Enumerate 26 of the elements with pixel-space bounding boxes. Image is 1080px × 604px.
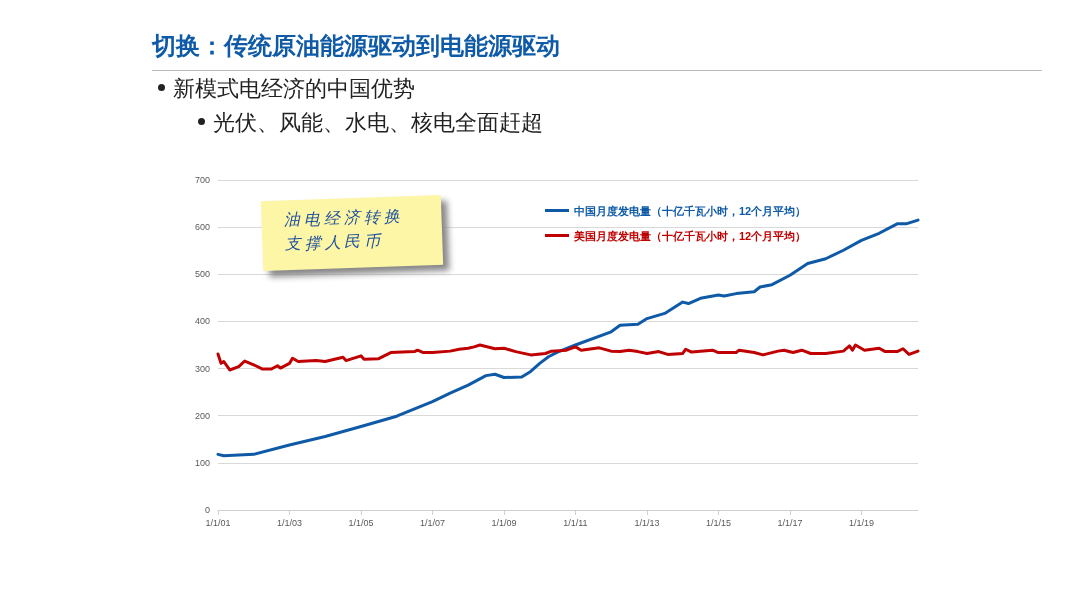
x-tick-label: 1/1/15	[705, 517, 731, 528]
annotation: 油电经济转换支撑人民币	[283, 205, 405, 256]
y-tick-label: 400	[194, 316, 210, 327]
legend-label: 中国月度发电量（十亿千瓦小时，12个月平均）	[574, 204, 807, 218]
legend-label: 美国月度发电量（十亿千瓦小时，12个月平均）	[573, 229, 807, 243]
y-tick-label: 200	[194, 410, 210, 421]
x-tick-label: 1/1/17	[777, 517, 803, 528]
y-tick-label: 100	[194, 457, 210, 468]
y-tick-label: 0	[204, 505, 210, 515]
x-tick-label: 1/1/19	[848, 517, 874, 528]
chart-title: 切换：传统原油能源驱动到电能源驱动	[152, 31, 560, 62]
y-tick-label: 500	[194, 269, 210, 280]
x-tick-label: 1/1/09	[491, 517, 517, 528]
x-tick-label: 1/1/11	[563, 517, 588, 528]
chart-subtitle: 新模式电经济的中国优势	[173, 75, 415, 103]
line-series	[216, 343, 920, 372]
x-tick-label: 1/1/05	[348, 517, 374, 528]
x-tick-label: 1/1/07	[419, 517, 445, 528]
sticky-note: 油电经济转换支撑人民币	[260, 194, 444, 272]
x-tick-label: 1/1/01	[205, 517, 231, 528]
y-tick-label: 300	[194, 363, 210, 374]
x-tick-label: 1/1/13	[634, 517, 660, 528]
x-tick-label: 1/1/03	[276, 517, 302, 528]
y-tick-label: 600	[194, 222, 210, 233]
y-tick-label: 700	[194, 175, 210, 185]
text: 光伏、风能、水电、核电全面赶超	[213, 109, 543, 137]
